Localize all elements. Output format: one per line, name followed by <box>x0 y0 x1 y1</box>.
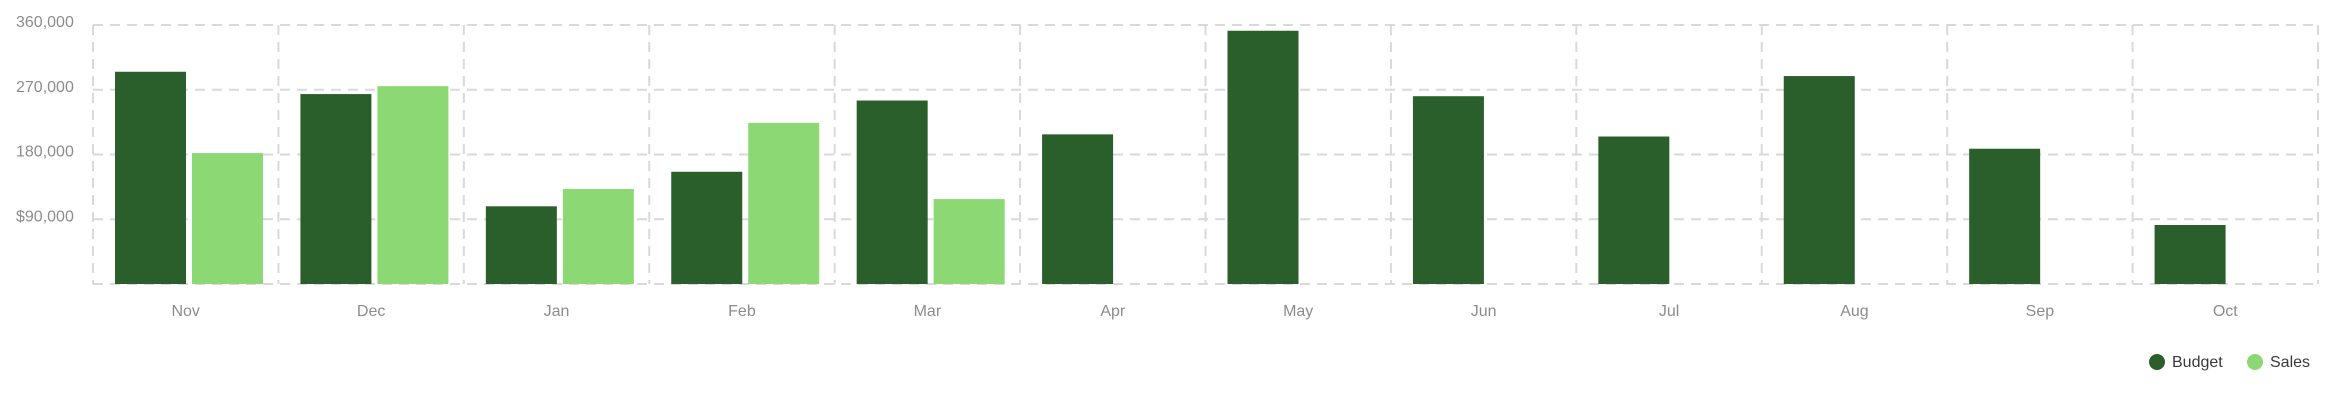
x-tick-label: Sep <box>2026 303 2055 320</box>
legend-swatch <box>2247 354 2263 370</box>
bar-sales-nov[interactable] <box>192 153 263 284</box>
x-tick-label: Feb <box>728 303 756 320</box>
y-axis-ticks: $90,000 180,000 270,000 360,000 <box>16 14 74 225</box>
y-tick-label: 270,000 <box>16 79 74 96</box>
x-tick-label: Oct <box>2213 303 2238 320</box>
bar-sales-mar[interactable] <box>933 199 1005 284</box>
bar-budget-may[interactable] <box>1227 30 1299 285</box>
x-tick-label: Mar <box>914 303 942 320</box>
bar-budget-mar[interactable] <box>856 100 928 285</box>
legend-item-budget[interactable]: Budget <box>2149 354 2223 371</box>
x-tick-label: Jun <box>1471 303 1497 320</box>
legend-item-sales[interactable]: Sales <box>2247 354 2310 371</box>
bar-budget-feb[interactable] <box>671 171 743 284</box>
legend: Budget Sales <box>2149 354 2310 371</box>
y-tick-label: 360,000 <box>16 14 74 31</box>
grid-lines <box>92 24 2319 285</box>
bar-sales-dec[interactable] <box>377 86 449 285</box>
x-axis-ticks: Nov Dec Jan Feb Mar Apr May Jun Jul Aug Sep Oct <box>171 303 2238 320</box>
x-tick-label: Apr <box>1100 303 1126 320</box>
bar-budget-jul[interactable] <box>1598 136 1670 284</box>
x-tick-label: Dec <box>357 303 385 320</box>
bar-budget-sep[interactable] <box>1969 148 2041 284</box>
bar-budget-jun[interactable] <box>1412 96 1484 284</box>
y-tick-label: 180,000 <box>16 144 74 161</box>
x-tick-label: May <box>1283 303 1313 320</box>
bar-budget-oct[interactable] <box>2154 225 2226 284</box>
bar-budget-dec[interactable] <box>300 94 372 284</box>
x-tick-label: Jan <box>544 303 570 320</box>
bar-budget-aug[interactable] <box>1783 76 1855 284</box>
bar-sales-jan[interactable] <box>562 189 634 284</box>
bar-budget-nov[interactable] <box>115 71 186 284</box>
legend-label: Sales <box>2270 354 2310 371</box>
legend-label: Budget <box>2172 354 2223 371</box>
bar-budget-apr[interactable] <box>1042 134 1114 284</box>
x-tick-label: Aug <box>1840 303 1868 320</box>
x-tick-label: Nov <box>171 303 199 320</box>
bar-budget-jan[interactable] <box>485 206 557 284</box>
x-tick-label: Jul <box>1659 303 1679 320</box>
bars <box>115 30 2226 285</box>
y-tick-label: $90,000 <box>16 208 74 225</box>
bar-sales-feb[interactable] <box>748 122 820 284</box>
legend-swatch <box>2149 354 2165 370</box>
